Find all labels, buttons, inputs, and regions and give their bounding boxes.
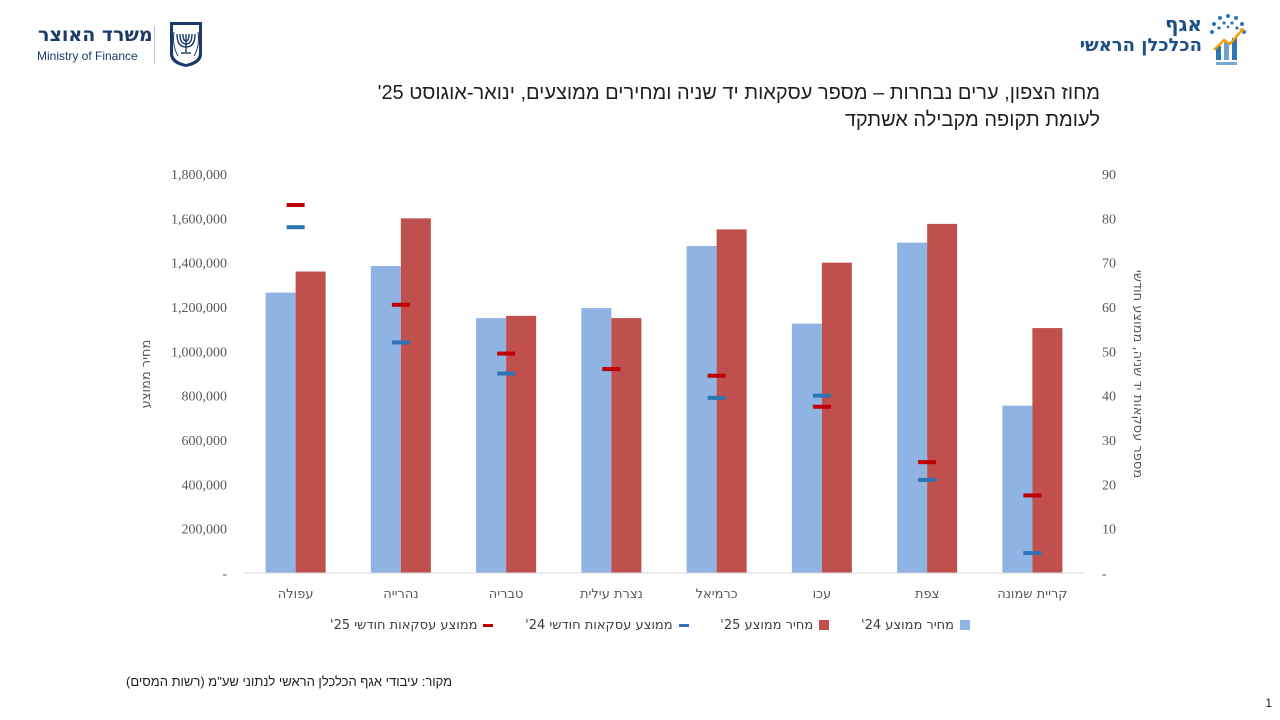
marker-transactions-24: [391, 340, 410, 345]
marker-transactions-24: [707, 395, 726, 400]
category-label: קריית שמונה: [997, 587, 1067, 602]
legend-label-tx25: ממוצע עסקאות חודשי 25': [330, 617, 478, 633]
bar-price-25: [506, 315, 537, 573]
bar-price-24: [370, 265, 401, 573]
bar-price-24: [1002, 405, 1033, 573]
right-tick-label: 50: [1102, 345, 1116, 360]
menorah-emblem-icon: [170, 22, 202, 67]
bar-price-24: [265, 292, 296, 573]
category-label: עפולה: [278, 587, 314, 602]
marker-transactions-25: [1023, 493, 1042, 498]
page-title: מחוז הצפון, ערים נבחרות – מספר עסקאות יד…: [377, 82, 1100, 131]
right-tick-label: 40: [1102, 390, 1116, 405]
legend-item-price24: מחיר ממוצע 24': [861, 614, 970, 636]
category-label: נהרייה: [383, 587, 418, 602]
marker-transactions-25: [286, 203, 305, 208]
marker-transactions-25: [812, 404, 831, 409]
bar-price-25: [821, 262, 852, 573]
marker-transactions-25: [602, 367, 621, 372]
page-number: 1: [1265, 696, 1272, 710]
legend-swatch-price24: [960, 620, 970, 630]
right-tick-label: 90: [1102, 168, 1116, 183]
legend-swatch-tx25: [483, 623, 494, 627]
bar-price-25: [295, 271, 326, 573]
logo-divider: [154, 26, 155, 64]
bar-price-25: [927, 223, 958, 573]
right-tick-label: 80: [1102, 212, 1116, 227]
left-tick-label: 1,600,000: [171, 212, 227, 227]
marker-transactions-25: [707, 373, 726, 378]
bar-price-25: [611, 318, 642, 573]
marker-transactions-24: [286, 225, 305, 230]
right-tick-label: 70: [1102, 257, 1116, 272]
bar-price-24: [476, 318, 507, 573]
left-tick-label: 600,000: [182, 434, 228, 449]
bar-price-24: [897, 242, 928, 573]
bar-price-25: [400, 218, 431, 574]
chief-economist-line1: אגף: [1165, 12, 1202, 36]
legend-label-price24: מחיר ממוצע 24': [860, 617, 954, 633]
legend-item-price25: מחיר ממוצע 25': [720, 614, 830, 636]
right-tick-label: 10: [1102, 523, 1116, 538]
ministry-logo-hebrew: משרד האוצר: [38, 24, 153, 46]
legend-swatch-tx24: [678, 623, 689, 627]
ministry-of-finance-logo: משרד האוצר Ministry of Finance: [30, 18, 220, 70]
bar-price-25: [716, 229, 747, 573]
chart-legend: מחיר ממוצע 24' מחיר ממוצע 25' ממוצע עסקא…: [330, 614, 970, 636]
marker-transactions-25: [391, 302, 410, 307]
category-label: עכו: [813, 587, 832, 602]
left-tick-label: 1,400,000: [171, 257, 227, 272]
left-tick-label: 200,000: [182, 523, 228, 538]
marker-transactions-25: [497, 351, 516, 356]
right-axis-label: מספר עסקאות יד שניה, ממוצע חודשי: [1130, 270, 1145, 478]
legend-swatch-price25: [819, 620, 830, 630]
left-tick-label: -: [222, 567, 227, 582]
growth-chart-icon: [1210, 14, 1246, 65]
marker-transactions-25: [918, 460, 937, 465]
right-tick-label: 30: [1102, 434, 1116, 449]
marker-transactions-24: [1023, 551, 1042, 556]
category-label: טבריה: [489, 587, 524, 602]
marker-transactions-24: [812, 393, 831, 398]
category-label: צפת: [915, 587, 939, 602]
source-note: מקור: עיבודי אגף הכלכלן הראשי לנתוני שע"…: [126, 674, 453, 689]
bar-price-24: [686, 246, 717, 573]
left-tick-label: 1,200,000: [171, 301, 227, 316]
legend-item-tx24: ממוצע עסקאות חודשי 24': [525, 614, 689, 636]
left-axis-label: מחיר ממוצע: [139, 340, 154, 409]
legend-label-price25: מחיר ממוצע 25': [720, 617, 814, 633]
chief-economist-logo: אגף הכלכלן הראשי: [1030, 10, 1250, 70]
legend-item-tx25: ממוצע עסקאות חודשי 25': [330, 614, 494, 636]
chief-economist-line2: הכלכלן הראשי: [1079, 35, 1202, 56]
right-tick-label: 60: [1102, 301, 1116, 316]
left-tick-label: 400,000: [182, 478, 228, 493]
category-label: כרמיאל: [696, 587, 738, 602]
ministry-logo-english: Ministry of Finance: [37, 49, 138, 63]
marker-transactions-24: [918, 477, 937, 482]
bar-price-24: [581, 308, 612, 573]
right-tick-label: -: [1102, 567, 1107, 582]
left-tick-label: 1,800,000: [171, 168, 227, 183]
marker-transactions-24: [497, 371, 516, 376]
right-tick-label: 20: [1102, 478, 1116, 493]
left-tick-label: 800,000: [182, 390, 228, 405]
bar-price-25: [1032, 328, 1063, 573]
left-tick-label: 1,000,000: [171, 345, 227, 360]
legend-label-tx24: ממוצע עסקאות חודשי 24': [525, 617, 673, 633]
bar-price-24: [791, 323, 822, 573]
category-label: נצרת עילית: [580, 587, 643, 602]
